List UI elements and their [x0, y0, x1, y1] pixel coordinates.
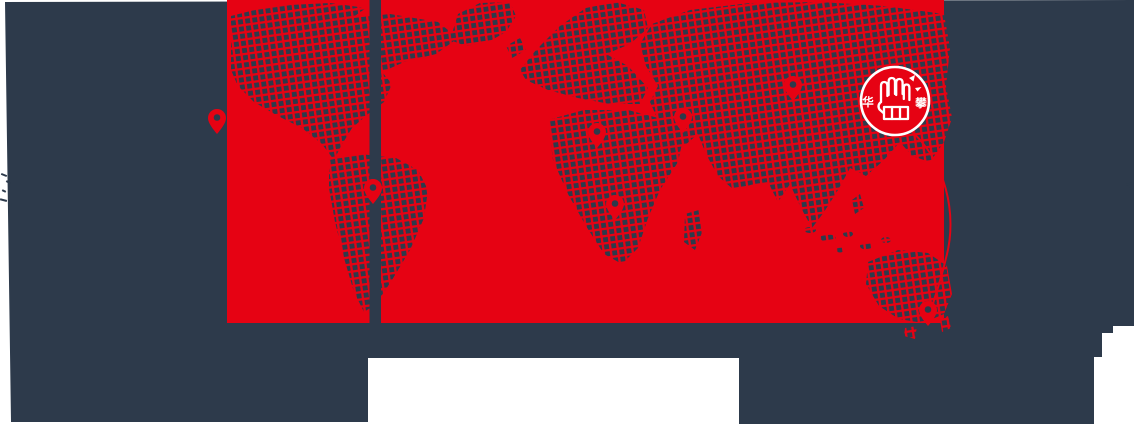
location-pin-icon[interactable] [588, 123, 606, 148]
spark-icon [909, 75, 922, 92]
continent-africa [548, 110, 684, 264]
pin-body[interactable] [364, 179, 382, 204]
island-indonesia [804, 227, 816, 233]
pin-body[interactable] [606, 195, 624, 220]
location-pin-icon[interactable] [784, 76, 802, 101]
pin-hole [924, 306, 932, 313]
island-britain [506, 38, 526, 58]
logo-right-character: 攀 [914, 96, 927, 110]
continent-europe [520, 2, 648, 104]
continent-north-america [231, 3, 458, 160]
location-pin-icon[interactable] [208, 109, 226, 134]
pin-hole [593, 128, 601, 135]
fist-icon [877, 76, 911, 121]
pin-hole [369, 184, 377, 191]
map-pins [208, 76, 937, 326]
vertical-divider [369, 0, 381, 323]
island-indonesia [836, 247, 844, 253]
location-pin-icon[interactable] [364, 179, 382, 204]
island-greenland [450, 2, 516, 46]
brand-logo: 华 攀 [859, 65, 931, 137]
island-indonesia [881, 237, 891, 243]
continent-asia [640, 2, 952, 228]
pin-body[interactable] [674, 108, 692, 133]
location-pin-icon[interactable] [919, 301, 937, 326]
island-madagascar [684, 210, 703, 250]
world-map-dots [231, 2, 952, 339]
location-pin-icon[interactable] [606, 195, 624, 220]
pin-body[interactable] [588, 123, 606, 148]
logo-ring [859, 65, 931, 137]
location-pin-icon[interactable] [674, 108, 692, 133]
route-arc [907, 127, 952, 317]
island-indonesia [860, 242, 872, 250]
pin-hole [679, 113, 687, 120]
island-philippines [852, 194, 864, 214]
island-indonesia [820, 234, 836, 242]
map-edge-fragments [0, 172, 1134, 207]
pin-body[interactable] [784, 76, 802, 101]
island-tasmania [904, 326, 917, 339]
pin-body[interactable] [919, 301, 937, 326]
logo-left-character: 华 [862, 95, 874, 109]
pin-hole [789, 81, 797, 88]
island-new-zealand [940, 316, 951, 332]
pin-body[interactable] [208, 109, 226, 134]
island-indonesia [843, 231, 853, 237]
pin-hole [213, 114, 221, 121]
pin-hole [611, 200, 619, 207]
